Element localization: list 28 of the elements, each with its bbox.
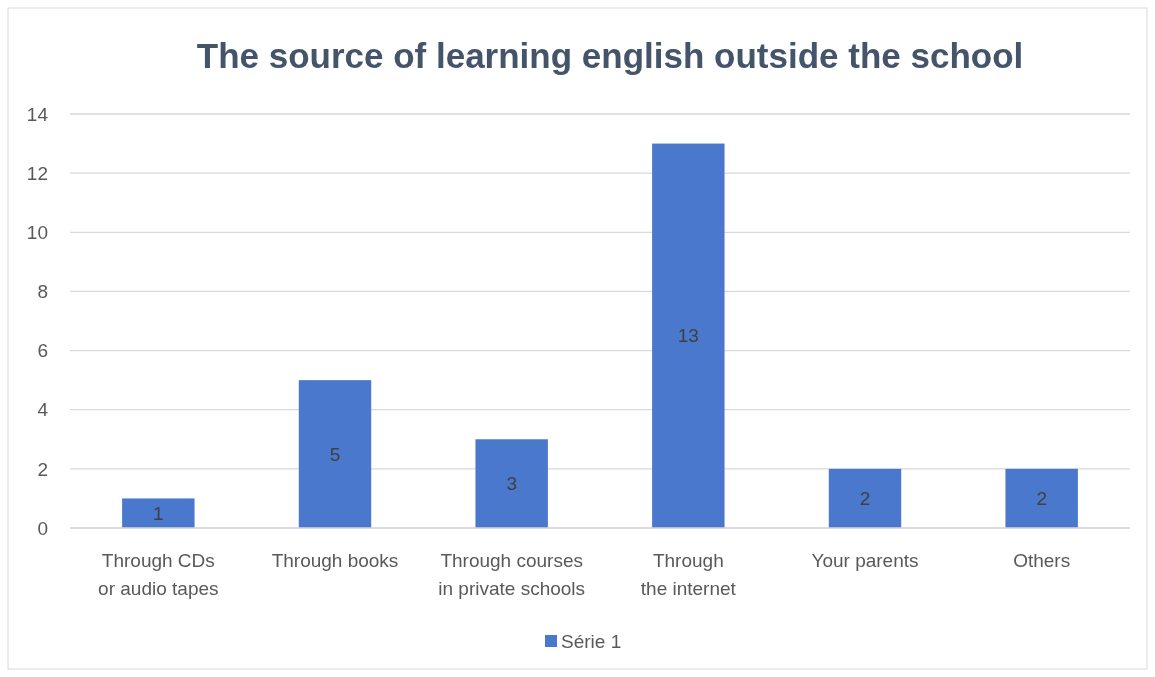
x-tick-label: Through books: [271, 550, 399, 571]
y-tick-label: 14: [26, 103, 49, 125]
x-tick-label: Others: [1013, 550, 1071, 571]
data-label: 3: [506, 473, 517, 495]
x-tick-label: Your parents: [811, 550, 919, 571]
y-tick-label: 8: [37, 281, 48, 303]
data-label: 1: [153, 502, 164, 524]
data-label: 5: [329, 443, 341, 465]
x-tick-label: Through the internet: [640, 550, 737, 599]
data-label: 13: [677, 325, 699, 347]
bar: [828, 468, 902, 528]
x-tick-label: Through CDs or audio tapes: [98, 550, 219, 599]
bar: [475, 439, 548, 528]
bar: [1005, 468, 1078, 528]
y-tick-label: 0: [37, 517, 48, 539]
y-tick-label: 12: [26, 162, 48, 184]
data-label: 2: [1036, 488, 1047, 510]
y-tick-label: 10: [26, 221, 48, 243]
chart-title: The source of learning english outside the school: [196, 36, 1024, 75]
bar: [122, 498, 195, 528]
y-tick-label: 4: [37, 399, 49, 421]
data-label: 2: [859, 488, 871, 510]
bar: [652, 143, 725, 528]
bar: [298, 380, 372, 528]
legend-label: Série 1: [561, 630, 622, 652]
x-tick-label: Through courses in private schools: [438, 550, 586, 599]
y-tick-label: 6: [37, 340, 48, 362]
y-tick-label: 2: [37, 458, 48, 480]
